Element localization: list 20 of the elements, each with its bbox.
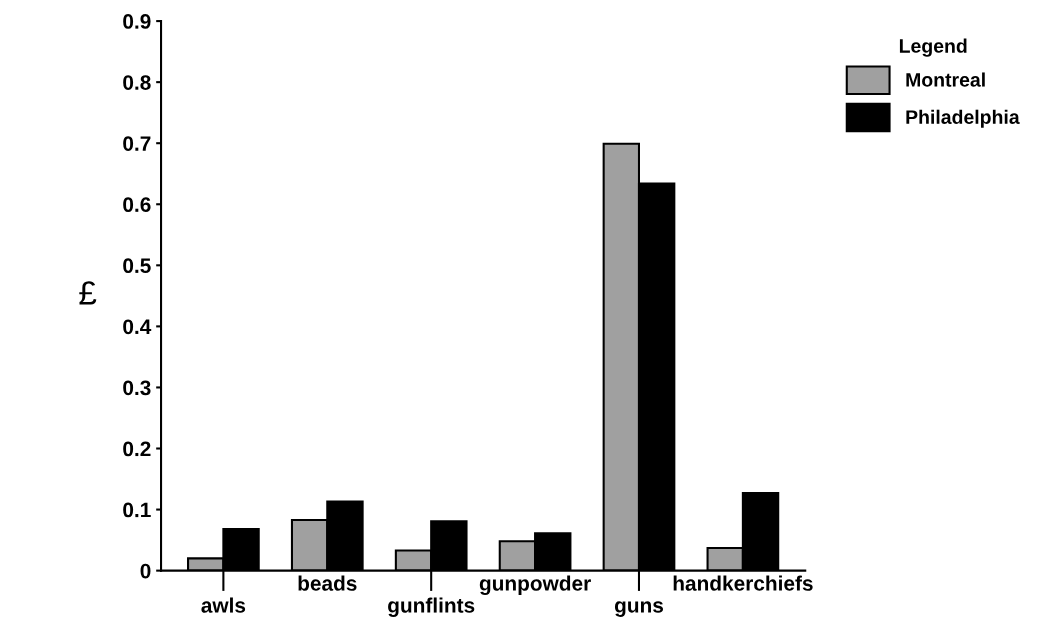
y-tick-label: 0.4	[123, 319, 152, 335]
legend-label: Montreal	[906, 72, 985, 87]
y-tick-label: 0.2	[123, 441, 151, 457]
y-tick-label: 0.7	[123, 136, 151, 151]
y-tick-label: 0.8	[123, 75, 151, 90]
x-tick-label: handkerchiefs	[673, 575, 813, 591]
x-tick-label: beads	[298, 575, 357, 591]
x-tick-label: guns	[614, 601, 664, 617]
y-tick-label: 0	[140, 563, 151, 579]
y-tick-label: 0.9	[123, 14, 151, 29]
y-tick-label: 0.3	[123, 380, 151, 396]
x-tick-label: gunpowder	[479, 575, 591, 595]
y-axis-title: £	[79, 281, 97, 305]
legend-label: Philadelphia	[906, 109, 1020, 128]
y-tick-label: 0.5	[123, 258, 151, 274]
y-tick-label: 0.1	[123, 502, 151, 518]
y-tick-label: 0.6	[123, 197, 151, 213]
x-tick-label: awls	[201, 597, 246, 613]
x-tick-label: gunflints	[388, 597, 475, 617]
legend-title: Legend	[899, 38, 967, 57]
